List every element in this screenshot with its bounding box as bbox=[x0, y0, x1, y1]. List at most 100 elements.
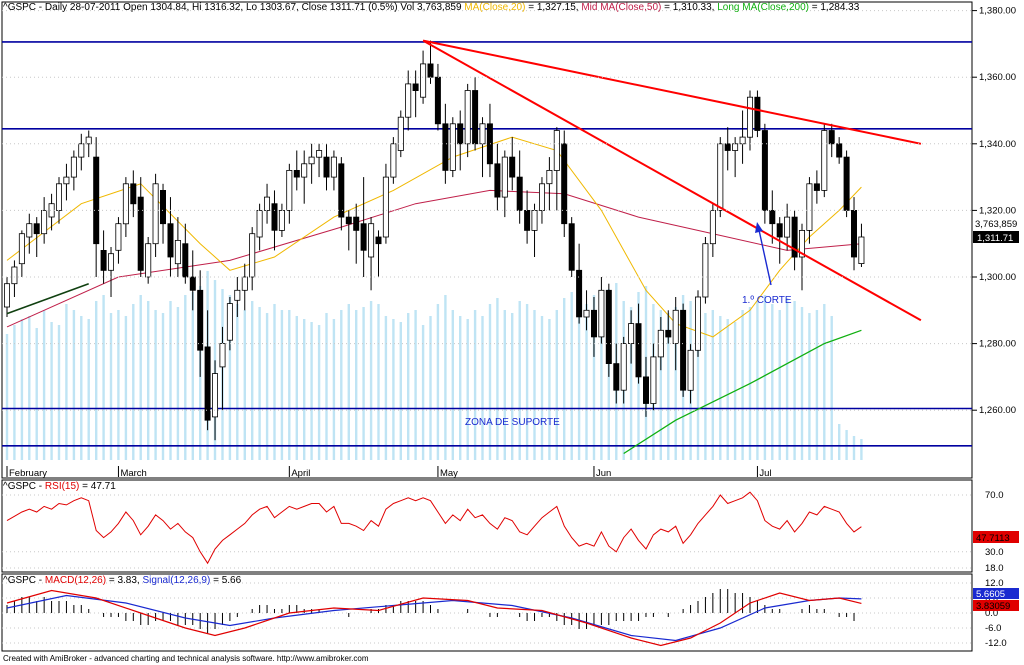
candle-body bbox=[249, 233, 256, 278]
candle-body bbox=[464, 90, 471, 145]
signal-value: = 5.66 bbox=[213, 575, 242, 586]
volume-bar bbox=[72, 310, 76, 460]
volume-bar bbox=[184, 295, 187, 460]
candle-body bbox=[100, 249, 107, 271]
ma20-value: = 1,327.15, bbox=[528, 2, 579, 13]
macd-prefix: ^GSPC - bbox=[3, 575, 45, 586]
volume-bar bbox=[87, 319, 90, 460]
price-header: ^GSPC - Daily 28-07-2011 Open 1304.84, H… bbox=[3, 2, 859, 13]
macd-label: MACD(12,26) bbox=[44, 575, 107, 586]
candle-body bbox=[211, 373, 218, 418]
volume-bar bbox=[42, 310, 46, 460]
volume-bar bbox=[570, 292, 573, 460]
candle-body bbox=[182, 243, 189, 278]
volume-bar bbox=[592, 295, 596, 460]
volume-bar bbox=[228, 295, 232, 460]
price-tick-label: 1,380.00 bbox=[979, 6, 1016, 17]
candle-body bbox=[420, 63, 427, 98]
volume-bar bbox=[407, 313, 410, 460]
volume-bar bbox=[421, 325, 425, 460]
candle-body bbox=[397, 116, 404, 151]
candle-body bbox=[524, 209, 531, 231]
candle-body bbox=[412, 83, 419, 92]
candle-body bbox=[702, 243, 709, 298]
volume-bar bbox=[763, 295, 767, 460]
volume-bar bbox=[325, 313, 328, 460]
candle-body bbox=[70, 156, 77, 178]
macd-header: ^GSPC - MACD(12,26) = 3.83, Signal(12,26… bbox=[3, 575, 241, 586]
candle-body bbox=[360, 223, 367, 251]
volume-bar bbox=[577, 286, 581, 460]
rsi-panel bbox=[1, 479, 973, 573]
close-value-box bbox=[973, 231, 1019, 243]
candle-body bbox=[234, 289, 241, 301]
ma20-label: MA(Close,20) bbox=[464, 2, 526, 13]
macd-tick-label: -6.0 bbox=[985, 623, 1001, 634]
candle-body bbox=[375, 236, 382, 245]
volume-bar bbox=[13, 325, 16, 460]
volume-bar bbox=[28, 316, 31, 460]
volume-bar bbox=[132, 304, 135, 460]
signal-value-label: 5.6605 bbox=[976, 589, 1005, 600]
candle-body bbox=[776, 223, 783, 238]
candle-body bbox=[784, 216, 791, 238]
candle-body bbox=[501, 156, 508, 198]
price-tick-label: 1,360.00 bbox=[979, 72, 1016, 83]
candle-body bbox=[761, 130, 768, 211]
candle-body bbox=[739, 136, 746, 145]
volume-bar bbox=[80, 316, 83, 460]
candle-body bbox=[256, 209, 263, 238]
volume-bar bbox=[451, 310, 454, 460]
volume-bar bbox=[778, 310, 781, 460]
candle-body bbox=[33, 223, 40, 235]
volume-bar bbox=[852, 436, 856, 460]
volume-bar bbox=[399, 322, 402, 460]
macd-tick-label: 18.0 bbox=[985, 563, 1004, 574]
candle-body bbox=[695, 296, 702, 351]
macd-line bbox=[6, 589, 862, 647]
volume-bar bbox=[793, 301, 796, 460]
candle-body bbox=[635, 323, 642, 378]
volume-bar bbox=[340, 310, 343, 460]
volume-bar bbox=[466, 319, 469, 460]
candle-body bbox=[516, 176, 523, 211]
volume-bar bbox=[741, 310, 744, 460]
candle-body bbox=[821, 130, 828, 191]
candle-body bbox=[338, 163, 345, 218]
volume-bar bbox=[704, 313, 707, 460]
candle-body bbox=[709, 209, 716, 245]
ma50-label: Mid MA(Close,50) bbox=[581, 2, 662, 13]
volume-bar bbox=[102, 295, 105, 460]
candle-body bbox=[486, 123, 493, 165]
volume-bar bbox=[785, 298, 789, 460]
candle-body bbox=[85, 136, 92, 145]
candle-body bbox=[568, 223, 575, 271]
candle-body bbox=[189, 276, 196, 291]
candle-body bbox=[197, 289, 204, 351]
volume-bar bbox=[280, 310, 284, 460]
candle-body bbox=[130, 183, 137, 205]
candle-body bbox=[531, 209, 538, 231]
price-tick-label: 1,280.00 bbox=[979, 339, 1016, 350]
volume-value-label: 3,763,859 bbox=[975, 219, 1017, 230]
signal-line bbox=[6, 594, 862, 642]
candle-body bbox=[26, 223, 33, 238]
volume-bar bbox=[258, 307, 261, 460]
ma200-line bbox=[623, 329, 862, 455]
volume-bar bbox=[369, 301, 373, 460]
candle-body bbox=[286, 169, 293, 211]
candle-body bbox=[108, 253, 115, 271]
macd-value-label: 3.83059 bbox=[976, 601, 1010, 612]
volume-bar bbox=[860, 439, 863, 460]
candle-body bbox=[613, 363, 620, 391]
candle-body bbox=[353, 216, 360, 231]
volume-bar bbox=[355, 310, 358, 460]
candle-body bbox=[747, 96, 754, 138]
close-value-label: 1,311.71 bbox=[977, 233, 1013, 244]
volume-bar bbox=[176, 307, 180, 460]
candle-body bbox=[345, 216, 352, 225]
trend-line bbox=[6, 282, 89, 315]
volume-bar bbox=[629, 307, 633, 460]
price-title: ^GSPC - Daily 28-07-2011 Open 1304.84, H… bbox=[3, 2, 462, 13]
